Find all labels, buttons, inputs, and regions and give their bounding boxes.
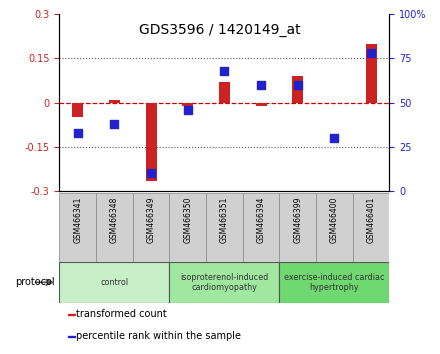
Point [331, 135, 338, 141]
Bar [353, 193, 389, 262]
Point [184, 107, 191, 113]
Bar [219, 82, 230, 103]
Bar [146, 103, 157, 181]
Text: GSM466400: GSM466400 [330, 196, 339, 243]
Point [221, 68, 228, 74]
Bar [256, 103, 267, 105]
Text: GSM466394: GSM466394 [257, 196, 266, 243]
Point [74, 130, 81, 136]
Bar [169, 262, 279, 303]
Text: GSM466399: GSM466399 [293, 196, 302, 243]
Bar [96, 193, 133, 262]
Bar [59, 193, 96, 262]
Bar [206, 193, 243, 262]
Point [257, 82, 264, 88]
Bar [109, 100, 120, 103]
Bar [279, 262, 389, 303]
Text: GSM466349: GSM466349 [147, 196, 156, 243]
Text: transformed count: transformed count [76, 309, 167, 319]
Text: GSM466401: GSM466401 [367, 196, 376, 243]
Text: control: control [100, 278, 128, 287]
Text: GSM466351: GSM466351 [220, 196, 229, 243]
Text: percentile rank within the sample: percentile rank within the sample [76, 331, 241, 341]
Text: exercise-induced cardiac
hypertrophy: exercise-induced cardiac hypertrophy [284, 273, 385, 292]
FancyBboxPatch shape [68, 314, 75, 315]
FancyBboxPatch shape [68, 336, 75, 337]
Text: isoproterenol-induced
cardiomyopathy: isoproterenol-induced cardiomyopathy [180, 273, 268, 292]
Bar [243, 193, 279, 262]
Point [111, 121, 118, 127]
Text: protocol: protocol [15, 277, 55, 287]
Bar [292, 76, 303, 103]
Bar [366, 44, 377, 103]
Point [147, 171, 154, 176]
Point [367, 50, 374, 56]
Bar [59, 262, 169, 303]
Text: GSM466348: GSM466348 [110, 196, 119, 243]
Bar [133, 193, 169, 262]
Bar [72, 103, 83, 118]
Bar [182, 103, 193, 105]
Bar [316, 193, 353, 262]
Bar [279, 193, 316, 262]
Text: GSM466350: GSM466350 [183, 196, 192, 243]
Text: GSM466341: GSM466341 [73, 196, 82, 243]
Text: GDS3596 / 1420149_at: GDS3596 / 1420149_at [139, 23, 301, 37]
Bar [169, 193, 206, 262]
Point [294, 82, 301, 88]
